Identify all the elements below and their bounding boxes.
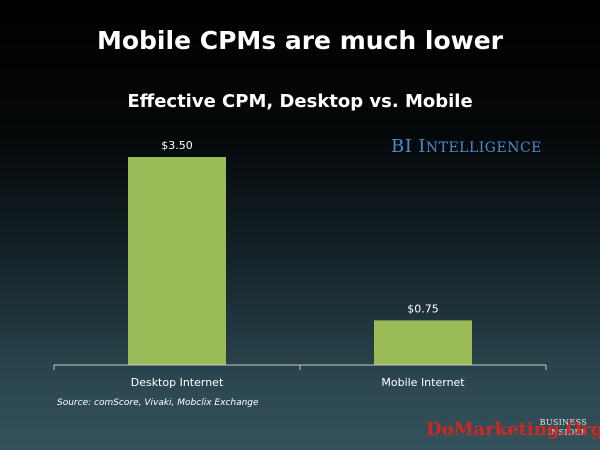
category-label: Desktop Internet (131, 376, 224, 389)
labels-layer: $3.50 Desktop Internet $0.75 Mobile Interne… (131, 139, 466, 389)
bars-layer (128, 157, 472, 365)
category-label: Mobile Internet (381, 376, 465, 389)
brand-prefix: BI (391, 136, 413, 157)
bi-intelligence-brand: BI INTELLIGENCE (391, 136, 542, 157)
business-insider-logo: BUSINESS INSIDER (537, 418, 587, 438)
brand-initial: I (418, 136, 426, 157)
watermark: DoMarketing.Org (426, 419, 600, 440)
slide-title: Mobile CPMs are much lower (96, 26, 504, 55)
data-label: $0.75 (407, 302, 439, 315)
data-label: $3.50 (161, 139, 193, 152)
bar-desktop-internet (128, 157, 226, 365)
logo-line-1: BUSINESS (539, 418, 587, 427)
bar-mobile-internet (374, 320, 472, 365)
brand-rest: NTELLIGENCE (425, 140, 542, 156)
source-note: Source: comScore, Vivaki, Mobclix Exchan… (57, 398, 259, 408)
chart-title: Effective CPM, Desktop vs. Mobile (127, 91, 473, 112)
logo-line-2: INSIDER (547, 428, 587, 437)
